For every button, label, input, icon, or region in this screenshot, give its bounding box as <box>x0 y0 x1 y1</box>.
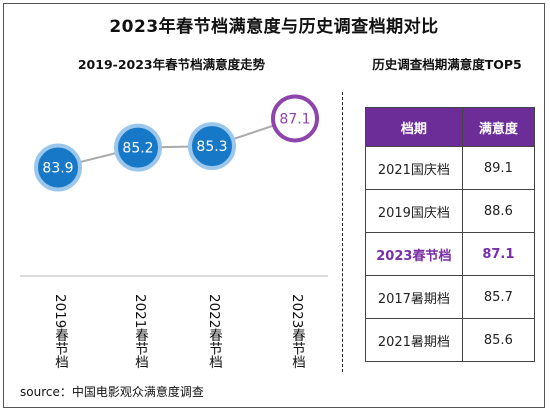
table-cell-period: 2021国庆档 <box>365 146 463 190</box>
table-row: 2021国庆档 89.1 <box>365 146 536 190</box>
x-tick-label: 2022春节档 <box>206 294 222 369</box>
source-note: source：中国电影观众满意度调查 <box>20 385 204 399</box>
x-tick-label: 2021春节档 <box>132 294 148 369</box>
table-cell-period: 2017暑期档 <box>365 275 463 319</box>
chart-title: 2023年春节档满意度与历史调查档期对比 <box>109 17 439 37</box>
x-tick-label: 2019春节档 <box>52 294 68 369</box>
table-cell-period: 2021暑期档 <box>365 318 463 362</box>
panel-divider <box>342 92 343 372</box>
data-label: 83.9 <box>42 161 73 177</box>
table-header-satisfaction: 满意度 <box>461 107 536 147</box>
table-row: 2019国庆档 88.6 <box>365 189 536 233</box>
table-cell-score: 85.6 <box>461 318 536 362</box>
table-header-row: 档期 满意度 <box>365 107 536 147</box>
table-row: 2021暑期档 85.6 <box>365 318 536 362</box>
table-row: 2017暑期档 85.7 <box>365 275 536 319</box>
table-cell-period: 2019国庆档 <box>365 189 463 233</box>
table-cell-period: 2023春节档 <box>365 232 463 276</box>
table-cell-score: 89.1 <box>461 146 536 190</box>
data-label: 85.3 <box>196 139 227 155</box>
data-point <box>188 122 236 171</box>
trend-line <box>57 117 296 169</box>
table-cell-score: 87.1 <box>461 232 536 276</box>
data-point <box>34 143 82 192</box>
table-row-highlight: 2023春节档 87.1 <box>365 232 536 276</box>
data-point <box>114 123 162 172</box>
table-cell-score: 85.7 <box>461 275 536 319</box>
x-tick-label: 2023春节档 <box>289 294 305 369</box>
data-label: 87.1 <box>279 111 310 127</box>
data-label: 85.2 <box>122 141 153 157</box>
chart-frame: 2023年春节档满意度与历史调查档期对比 2019-2023年春节档满意度走势 … <box>3 3 545 408</box>
line-chart-subtitle: 2019-2023年春节档满意度走势 <box>77 57 266 72</box>
satisfaction-trend-chart: 83.9 85.2 85.3 87.1 <box>20 94 328 277</box>
table-cell-score: 88.6 <box>461 189 536 233</box>
top5-table: 档期 满意度 2021国庆档 89.1 2019国庆档 88.6 2023春节档… <box>365 107 536 362</box>
table-header-period: 档期 <box>365 107 463 147</box>
table-subtitle: 历史调查档期满意度TOP5 <box>372 57 522 72</box>
data-point <box>271 94 319 143</box>
